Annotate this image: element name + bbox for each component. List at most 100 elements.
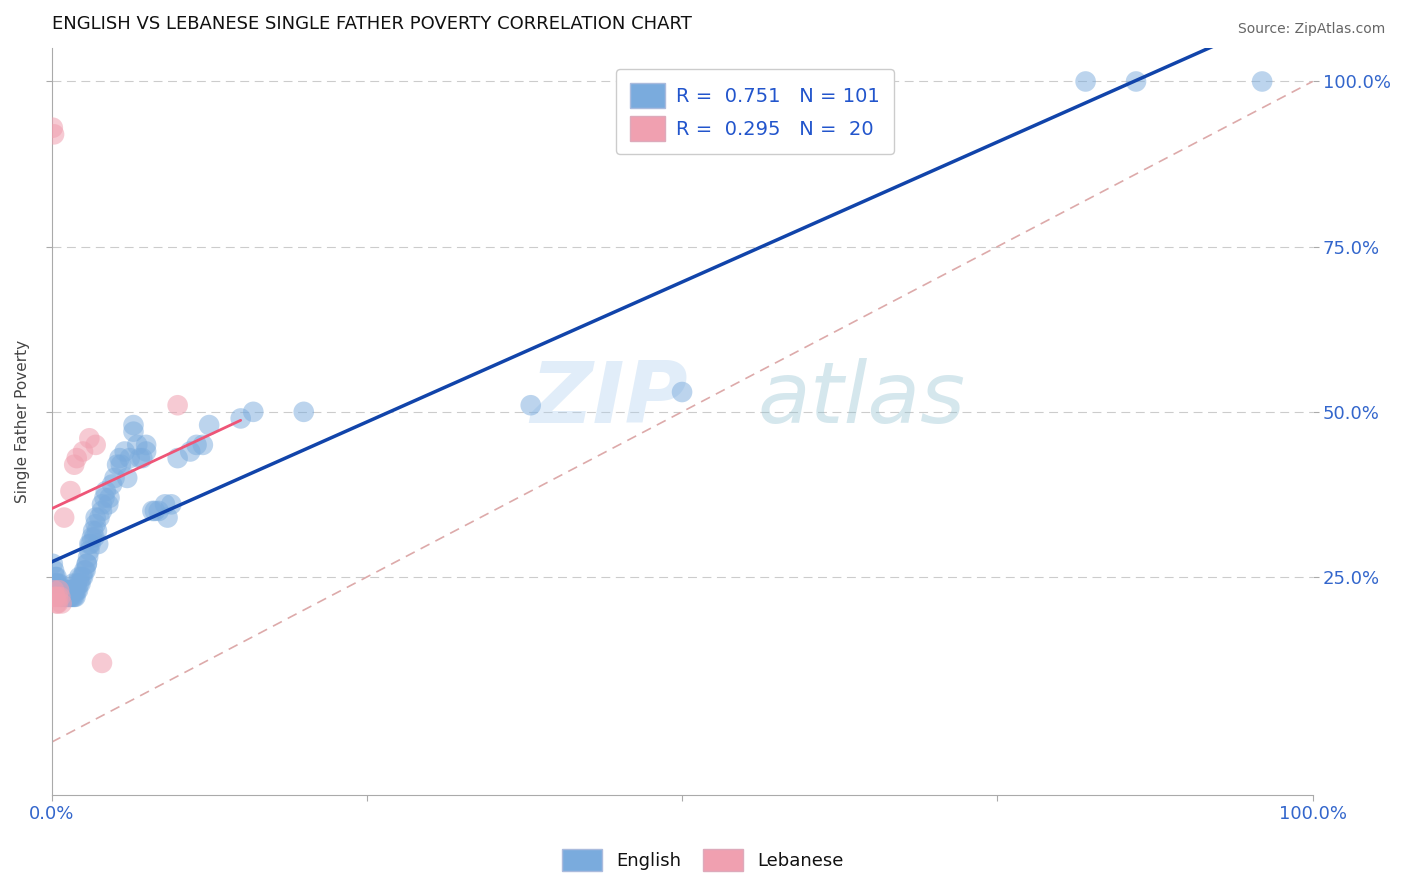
Point xyxy=(97,497,120,511)
Point xyxy=(46,597,69,611)
Point xyxy=(56,590,79,604)
Point xyxy=(55,583,77,598)
Point xyxy=(1251,74,1274,88)
Point xyxy=(46,590,69,604)
Point xyxy=(49,583,72,598)
Point xyxy=(93,491,115,505)
Point xyxy=(42,557,65,571)
Legend: R =  0.751   N = 101, R =  0.295   N =  20: R = 0.751 N = 101, R = 0.295 N = 20 xyxy=(616,70,894,154)
Point xyxy=(65,590,87,604)
Point xyxy=(73,563,96,577)
Point xyxy=(135,444,157,458)
Point xyxy=(79,431,101,445)
Point xyxy=(48,583,70,598)
Point xyxy=(69,576,91,591)
Point xyxy=(42,128,65,142)
Point xyxy=(110,458,132,472)
Point xyxy=(143,504,166,518)
Point xyxy=(53,590,76,604)
Point xyxy=(44,576,66,591)
Point xyxy=(49,583,72,598)
Point xyxy=(84,517,107,532)
Point xyxy=(58,590,80,604)
Point xyxy=(52,583,75,598)
Point xyxy=(179,444,201,458)
Point xyxy=(67,576,90,591)
Point xyxy=(87,537,110,551)
Text: ENGLISH VS LEBANESE SINGLE FATHER POVERTY CORRELATION CHART: ENGLISH VS LEBANESE SINGLE FATHER POVERT… xyxy=(52,15,692,33)
Point xyxy=(51,590,73,604)
Point xyxy=(80,530,103,544)
Y-axis label: Single Father Poverty: Single Father Poverty xyxy=(15,340,30,503)
Point xyxy=(82,524,104,538)
Point xyxy=(79,537,101,551)
Point xyxy=(46,576,69,591)
Point xyxy=(91,497,114,511)
Point xyxy=(186,438,208,452)
Point xyxy=(83,530,105,544)
Point xyxy=(103,471,125,485)
Text: ZIP: ZIP xyxy=(530,358,689,441)
Point xyxy=(101,477,124,491)
Point xyxy=(44,590,66,604)
Point xyxy=(63,458,86,472)
Point xyxy=(156,510,179,524)
Point xyxy=(45,570,67,584)
Legend: English, Lebanese: English, Lebanese xyxy=(555,842,851,879)
Point xyxy=(60,583,83,598)
Point xyxy=(131,451,153,466)
Point xyxy=(79,537,101,551)
Text: atlas: atlas xyxy=(758,358,966,441)
Point xyxy=(46,583,69,598)
Point xyxy=(76,557,98,571)
Point xyxy=(60,590,83,604)
Point xyxy=(1074,74,1097,88)
Point xyxy=(166,398,188,412)
Point xyxy=(84,510,107,524)
Point xyxy=(49,590,72,604)
Point xyxy=(45,597,67,611)
Point xyxy=(108,451,131,466)
Point xyxy=(77,550,100,565)
Point xyxy=(105,458,128,472)
Point xyxy=(128,451,150,466)
Point xyxy=(53,590,76,604)
Point xyxy=(67,570,90,584)
Point xyxy=(91,656,114,670)
Point xyxy=(148,504,170,518)
Point xyxy=(122,425,145,439)
Point xyxy=(98,491,121,505)
Point xyxy=(94,484,117,499)
Point xyxy=(53,510,76,524)
Point xyxy=(63,583,86,598)
Point xyxy=(51,583,73,598)
Point xyxy=(66,583,89,598)
Point xyxy=(55,590,77,604)
Point xyxy=(72,570,94,584)
Point xyxy=(166,451,188,466)
Point xyxy=(76,557,98,571)
Point xyxy=(42,120,65,135)
Point xyxy=(44,570,66,584)
Point xyxy=(127,438,149,452)
Point xyxy=(153,497,176,511)
Point xyxy=(62,590,84,604)
Point xyxy=(118,451,141,466)
Point xyxy=(59,590,82,604)
Point xyxy=(44,590,66,604)
Point xyxy=(51,597,73,611)
Point xyxy=(1125,74,1147,88)
Point xyxy=(55,590,77,604)
Point xyxy=(114,444,136,458)
Point xyxy=(198,418,221,433)
Point xyxy=(42,583,65,598)
Point xyxy=(292,405,315,419)
Point xyxy=(66,576,89,591)
Text: Source: ZipAtlas.com: Source: ZipAtlas.com xyxy=(1237,22,1385,37)
Point xyxy=(115,471,138,485)
Point xyxy=(66,451,89,466)
Point xyxy=(48,583,70,598)
Point xyxy=(229,411,252,425)
Point xyxy=(66,583,89,598)
Point xyxy=(84,438,107,452)
